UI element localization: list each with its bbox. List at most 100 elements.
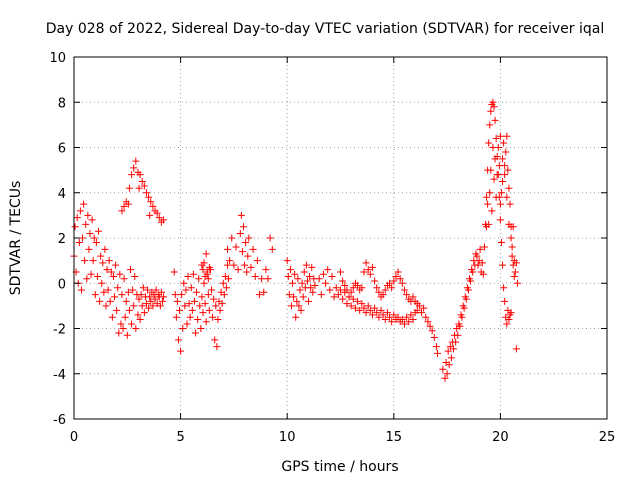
- data-point: [486, 121, 494, 129]
- data-point: [202, 250, 210, 258]
- data-point: [379, 291, 387, 299]
- data-point: [373, 284, 381, 292]
- data-point: [351, 304, 359, 312]
- data-point: [155, 214, 163, 222]
- data-point: [130, 302, 138, 310]
- data-point: [513, 279, 521, 287]
- data-point: [149, 302, 157, 310]
- data-point: [349, 295, 357, 303]
- data-point: [153, 209, 161, 217]
- data-point: [122, 297, 130, 305]
- data-point: [130, 164, 138, 172]
- data-point: [86, 229, 94, 237]
- data-point: [211, 336, 219, 344]
- data-point: [182, 286, 190, 294]
- data-point: [89, 257, 97, 265]
- data-point: [137, 291, 145, 299]
- data-point: [499, 155, 507, 163]
- data-point: [508, 252, 516, 260]
- x-axis-label: GPS time / hours: [281, 459, 398, 475]
- data-point: [151, 295, 159, 303]
- y-tick-label: 8: [58, 96, 66, 111]
- data-point: [430, 334, 438, 342]
- data-point: [222, 284, 230, 292]
- data-point: [236, 229, 244, 237]
- data-point: [330, 293, 338, 301]
- data-point: [128, 171, 136, 179]
- data-point: [132, 157, 140, 165]
- data-point: [354, 282, 362, 290]
- data-point: [85, 245, 93, 253]
- data-point: [290, 293, 298, 301]
- data-point: [200, 279, 208, 287]
- data-point: [140, 182, 148, 190]
- data-point: [496, 132, 504, 140]
- data-point: [125, 306, 133, 314]
- data-point: [505, 220, 513, 228]
- data-point: [101, 245, 109, 253]
- data-point: [128, 320, 136, 328]
- data-point: [210, 295, 218, 303]
- data-point: [458, 313, 466, 321]
- data-point: [362, 259, 370, 267]
- data-point: [311, 282, 319, 290]
- data-point: [119, 325, 127, 332]
- data-point: [189, 270, 197, 278]
- data-point: [443, 370, 451, 378]
- data-point: [439, 365, 447, 373]
- data-point: [368, 263, 376, 271]
- data-point: [420, 304, 428, 312]
- grid: [74, 57, 607, 419]
- data-point: [339, 277, 347, 285]
- data-point: [345, 293, 353, 301]
- data-point: [298, 279, 306, 287]
- data-point: [131, 272, 139, 280]
- data-point: [160, 216, 168, 224]
- x-tick-label: 5: [176, 430, 184, 445]
- data-point: [147, 198, 155, 206]
- data-point: [490, 103, 498, 111]
- data-point: [147, 297, 155, 305]
- data-point: [136, 315, 144, 323]
- data-point: [375, 313, 383, 321]
- data-point: [492, 134, 500, 142]
- data-point: [82, 220, 90, 228]
- data-point: [102, 302, 110, 310]
- data-point: [201, 300, 209, 308]
- data-point: [485, 139, 493, 147]
- data-point: [123, 331, 131, 339]
- data-point: [173, 297, 181, 305]
- data-point: [180, 279, 188, 287]
- data-point: [149, 202, 157, 210]
- data-point: [200, 259, 208, 267]
- data-point: [302, 261, 310, 269]
- data-point: [503, 193, 511, 201]
- data-point: [347, 288, 355, 296]
- data-point: [405, 318, 413, 326]
- data-point: [107, 268, 115, 276]
- data-point: [115, 329, 123, 337]
- data-point: [158, 297, 166, 305]
- data-point: [258, 275, 266, 283]
- data-point: [512, 345, 520, 353]
- data-point: [366, 306, 374, 314]
- data-point: [511, 268, 519, 276]
- y-tick-label: 2: [58, 232, 66, 247]
- data-point: [398, 279, 406, 287]
- data-point: [179, 325, 187, 332]
- data-point: [283, 257, 291, 265]
- data-point: [181, 302, 189, 310]
- data-point: [454, 331, 462, 339]
- data-point: [126, 266, 134, 274]
- data-point: [203, 268, 211, 276]
- data-point: [322, 279, 330, 287]
- data-point: [339, 295, 347, 303]
- y-tick-label: -2: [53, 323, 66, 338]
- data-point: [381, 286, 389, 294]
- data-point: [487, 107, 495, 115]
- data-point: [88, 216, 96, 224]
- data-point: [157, 288, 165, 296]
- data-point: [381, 315, 389, 323]
- data-point: [124, 288, 132, 296]
- data-point: [108, 313, 116, 321]
